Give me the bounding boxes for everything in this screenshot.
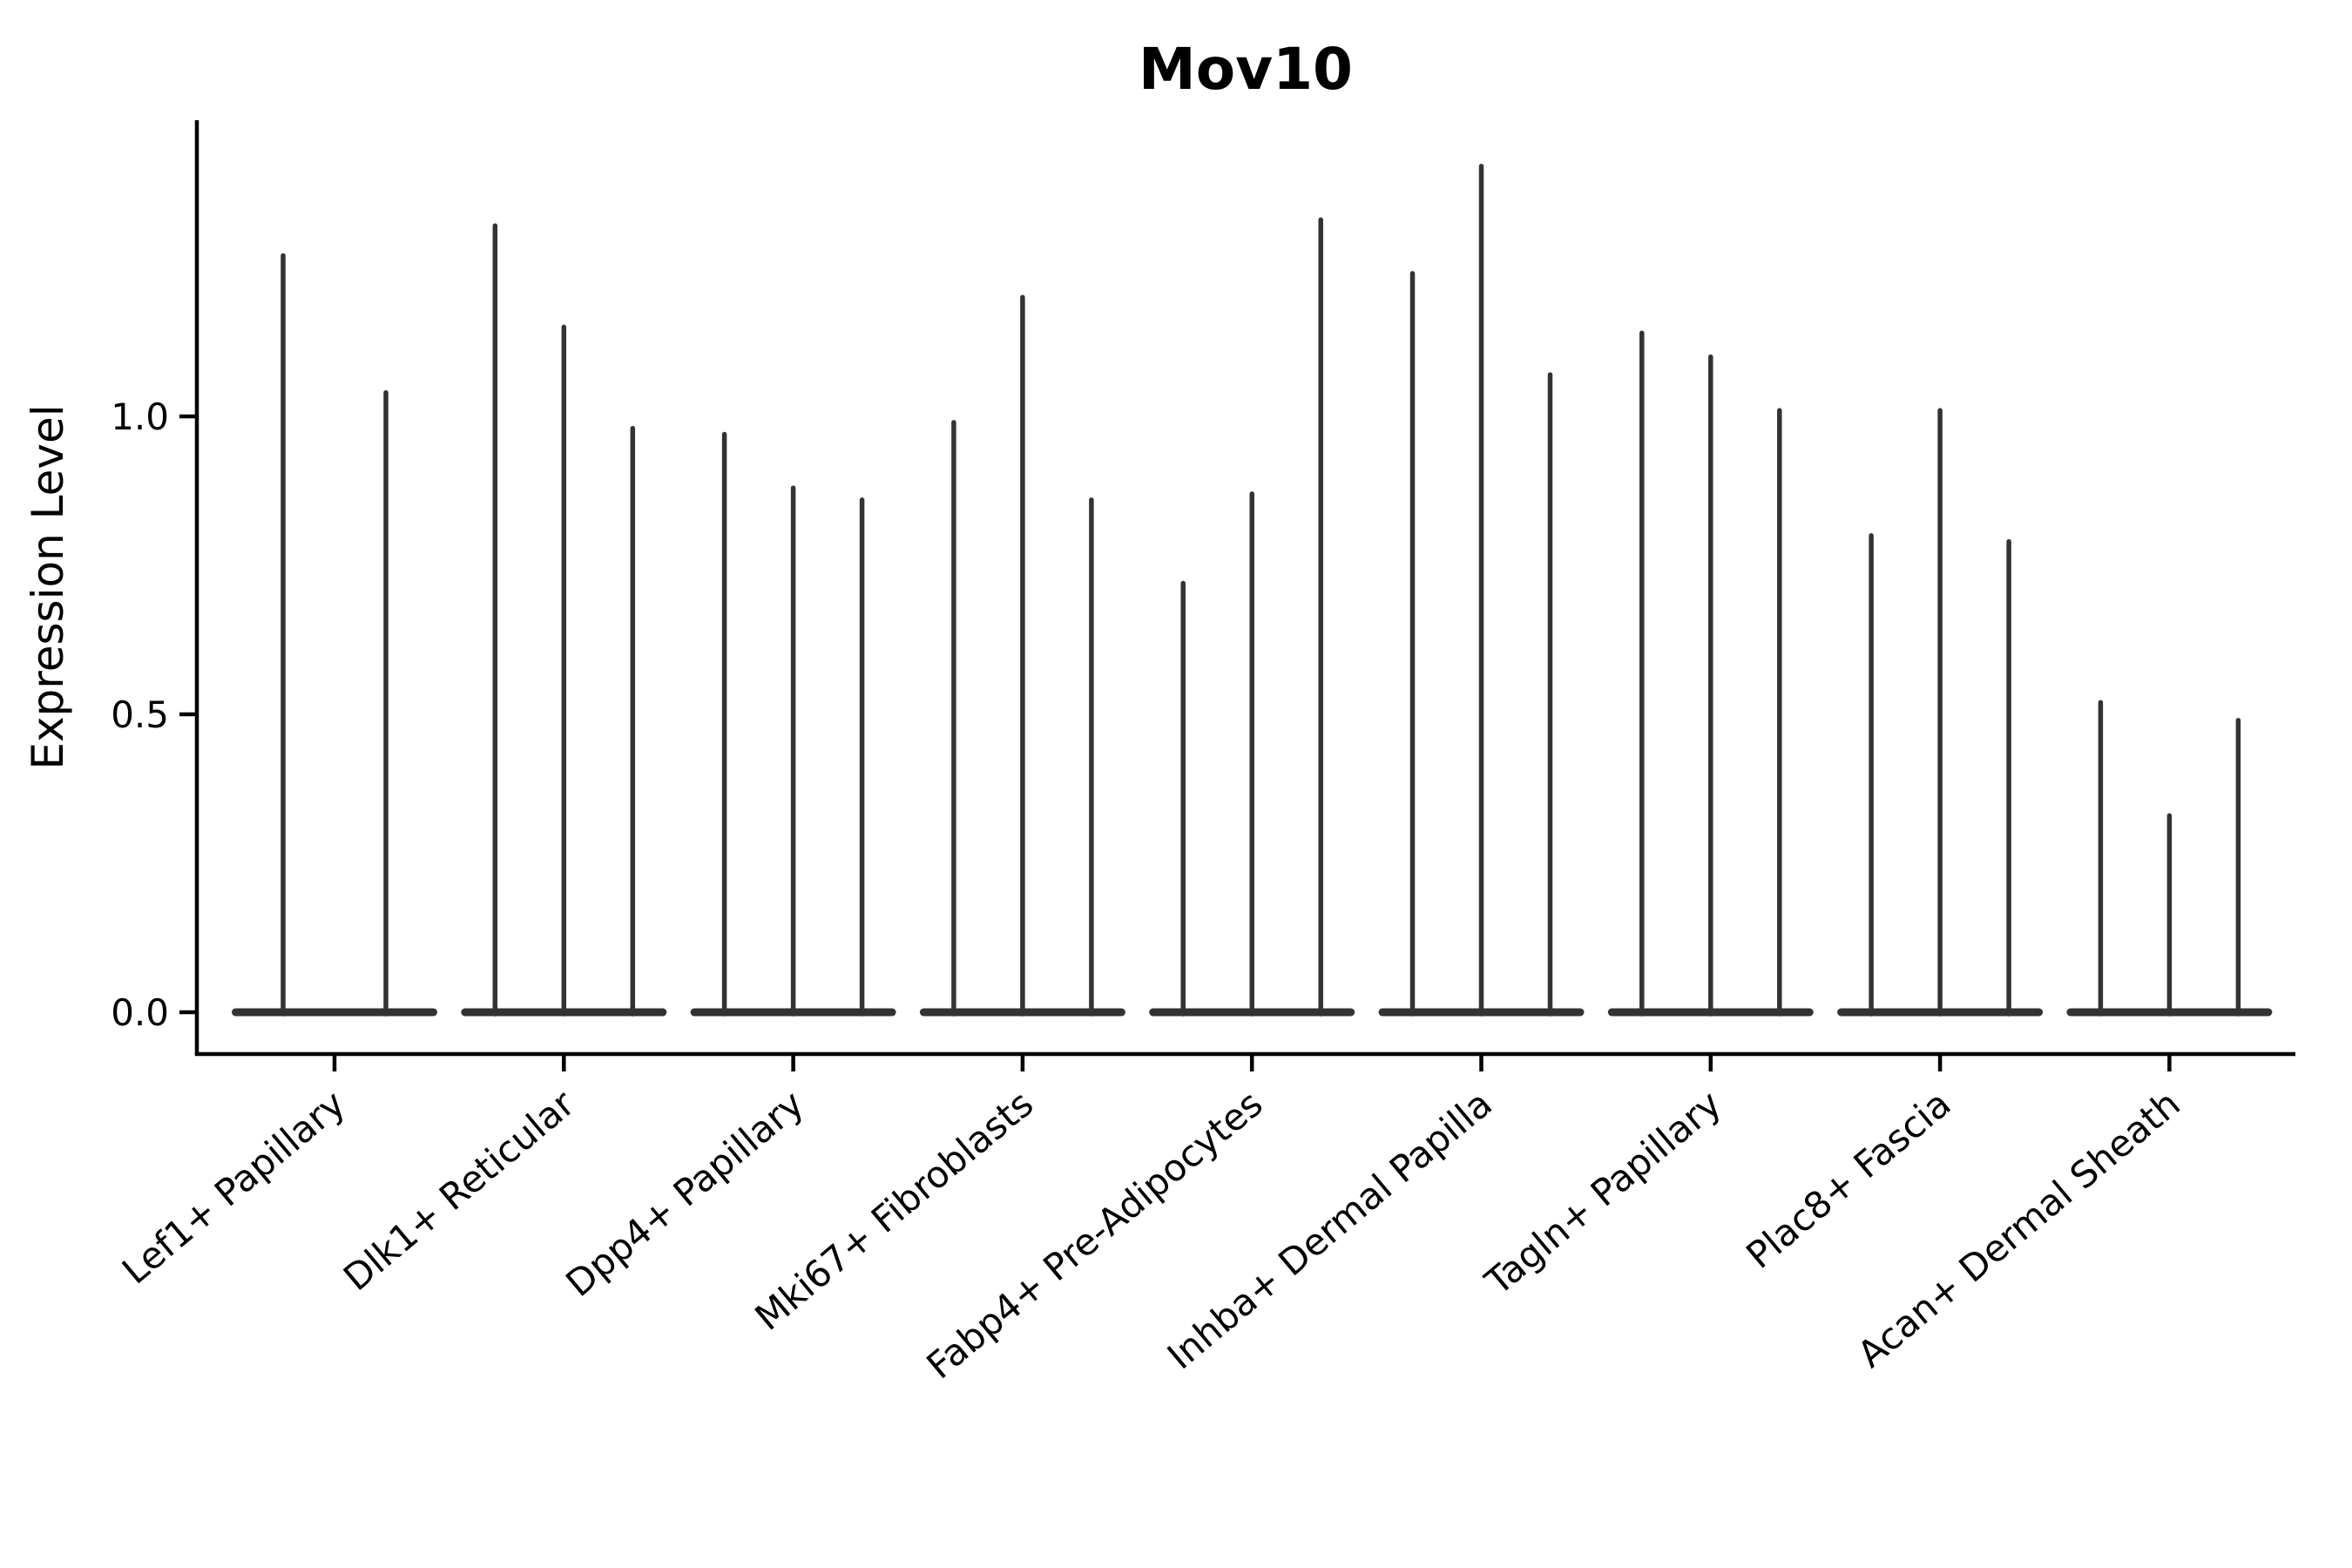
x-tick-label: Lef1+ Papillary [114, 1082, 354, 1292]
y-tick-label: 0.0 [111, 991, 169, 1034]
y-tick-label: 1.0 [111, 395, 169, 438]
chart-title: Mov10 [1139, 36, 1353, 103]
y-axis-ticks: 0.0 0.5 1.0 [111, 395, 197, 1034]
x-tick-label: Dpp4+ Papillary [558, 1082, 812, 1305]
violin-series [232, 163, 2273, 1017]
violin-base [232, 1008, 437, 1017]
x-tick-label: Dlk1+ Reticular [335, 1082, 583, 1300]
y-axis-label: Expression Level [23, 404, 73, 769]
x-tick-label: Plac8+ Fascia [1738, 1082, 1958, 1277]
y-tick-label: 0.5 [111, 693, 169, 736]
x-tick-label: Tagln+ Papillary [1477, 1082, 1729, 1304]
